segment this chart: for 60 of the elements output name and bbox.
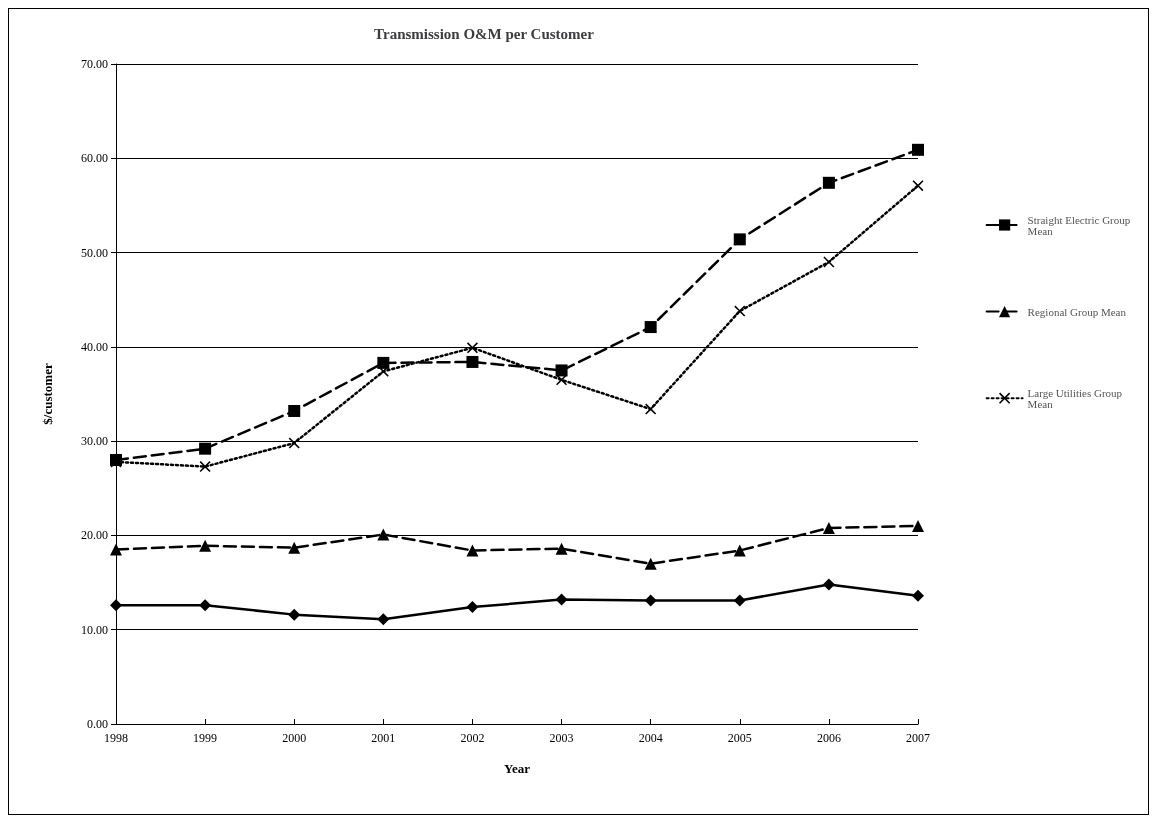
x-tick-label: 2001 <box>371 731 396 745</box>
point <box>199 599 212 612</box>
point <box>110 543 122 556</box>
point <box>466 355 479 368</box>
point <box>199 461 211 473</box>
point <box>644 321 657 334</box>
x-tick-label: 2007 <box>906 731 930 745</box>
point <box>377 613 390 626</box>
x-tick-label: 2000 <box>282 731 307 745</box>
chart-title: Transmission O&M per Customer <box>374 25 595 42</box>
y-tick-label: 0.00 <box>87 717 108 731</box>
point <box>644 594 657 607</box>
point <box>288 404 301 417</box>
y-tick-label: 50.00 <box>81 245 108 260</box>
x-tick-label: 1999 <box>193 731 218 745</box>
y-axis-title: $/customer <box>40 363 55 425</box>
y-tick-label: 30.00 <box>81 434 108 449</box>
point <box>466 342 478 354</box>
point <box>555 593 568 606</box>
point <box>644 557 657 570</box>
legend-label: Regional Group Mean <box>1027 305 1127 318</box>
x-tick-label: 2002 <box>460 731 485 745</box>
point <box>377 356 390 369</box>
x-axis-title: Year <box>504 761 531 776</box>
point <box>912 180 924 192</box>
point <box>555 542 568 555</box>
point <box>466 544 479 557</box>
point <box>912 143 924 156</box>
x-tick-label: 2005 <box>727 731 752 745</box>
legend-label: Straight Electric Group Mean <box>1027 213 1133 237</box>
x-tick-label: 2006 <box>816 731 841 745</box>
point <box>822 176 835 189</box>
point <box>645 403 657 415</box>
x-tick-label: 2004 <box>638 731 663 745</box>
point <box>288 541 301 554</box>
y-tick-label: 10.00 <box>81 622 108 637</box>
point <box>733 594 746 607</box>
point <box>733 233 746 246</box>
x-tick-label: 2003 <box>549 731 574 745</box>
point <box>733 544 746 557</box>
point <box>110 599 122 612</box>
point <box>822 521 835 534</box>
point <box>734 305 746 317</box>
point <box>912 520 924 532</box>
legend-label: Large Utilities Group Mean <box>1027 386 1125 410</box>
point <box>288 437 300 449</box>
y-tick-label: 40.00 <box>81 339 108 354</box>
point <box>823 256 835 268</box>
point <box>555 364 568 377</box>
point <box>288 608 301 621</box>
x-tick-label: 1998 <box>104 731 128 745</box>
point <box>466 601 479 614</box>
point <box>199 539 212 552</box>
y-tick-label: 60.00 <box>81 151 108 166</box>
point <box>377 528 390 541</box>
y-tick-label: 20.00 <box>81 528 108 543</box>
point <box>912 589 924 602</box>
y-tick-label: 70.00 <box>81 57 108 71</box>
point <box>199 442 212 455</box>
point <box>822 578 835 591</box>
